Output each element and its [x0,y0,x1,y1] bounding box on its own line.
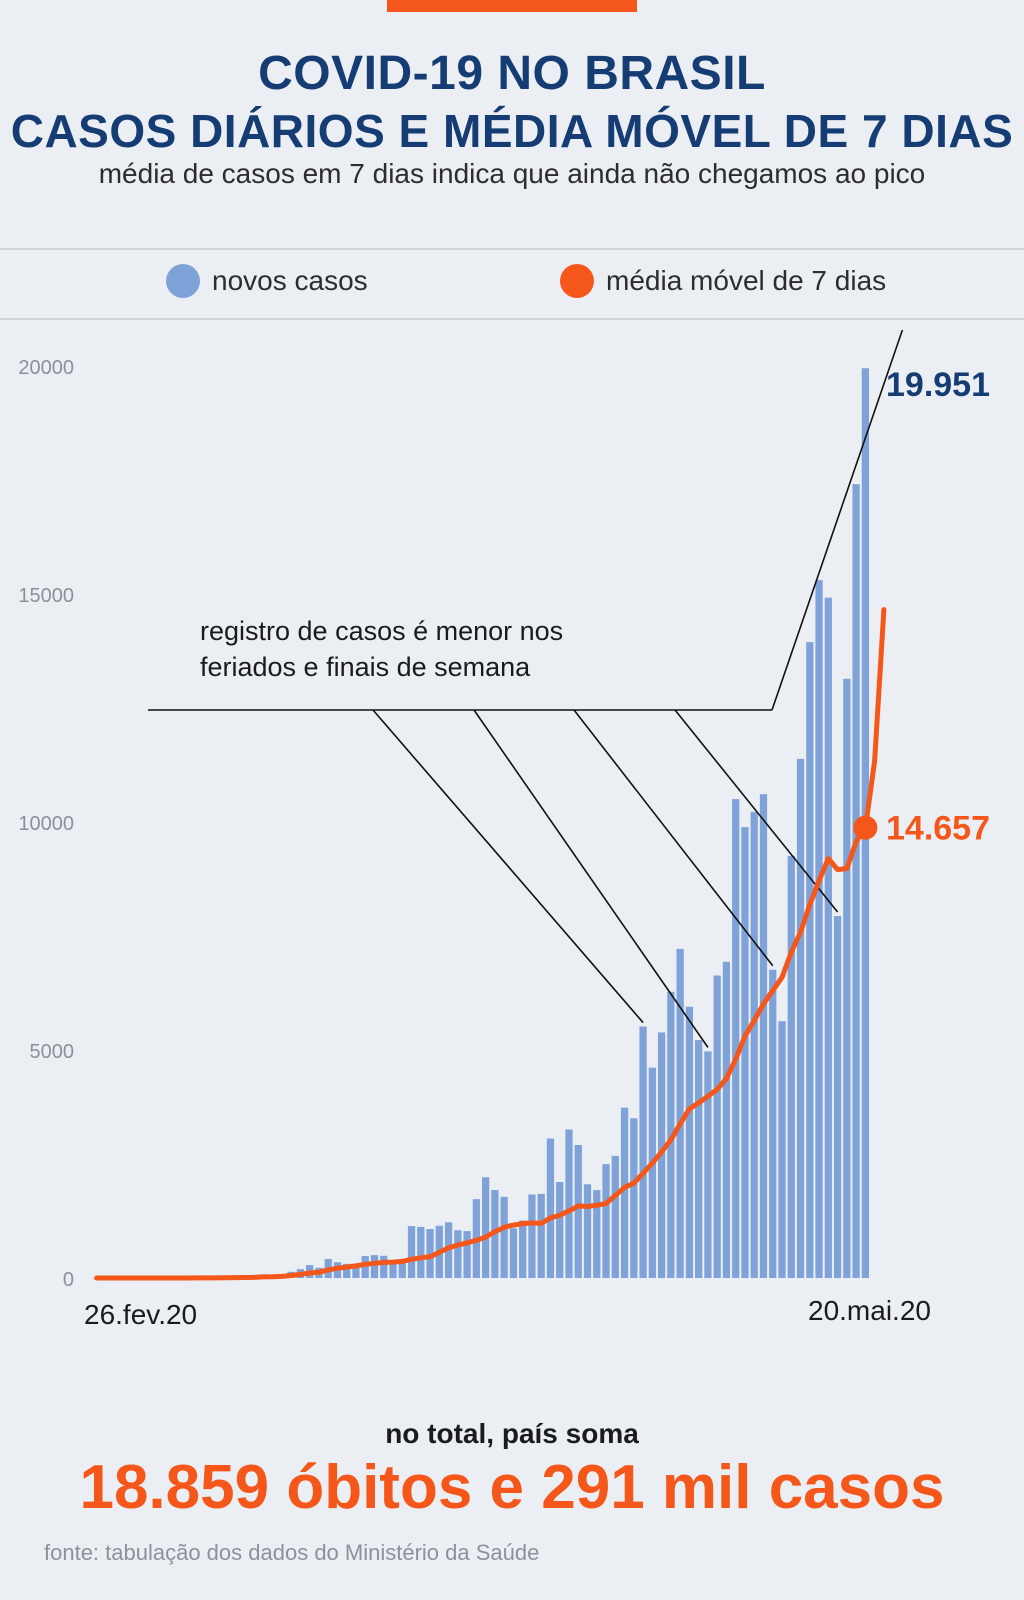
bar [426,1229,434,1278]
total-label: no total, país soma [385,1418,639,1449]
bar [574,1144,582,1278]
y-axis: 0 5000 10000 15000 20000 [18,357,74,1291]
bar [630,1118,638,1278]
chart-title-line2: CASOS DIÁRIOS E MÉDIA MÓVEL DE 7 DIAS [10,105,1014,157]
chart-labels: 19.951 14.657 26.fev.20 20.mai.20 [84,366,990,1330]
bar [815,580,823,1278]
bar [648,1067,656,1278]
bar [611,1155,619,1278]
chart-subtitle: média de casos em 7 dias indica que aind… [98,158,926,189]
bar [824,597,832,1278]
bar [509,1228,518,1278]
bar [639,1026,647,1278]
callout-pointer [674,709,839,913]
bar [843,678,851,1278]
bar [519,1220,527,1278]
chart-area: 0 5000 10000 15000 20000 registro de casos é… [18,330,990,1330]
bar [676,948,684,1278]
last-value-label: 19.951 [886,366,990,404]
legend-swatch-moving-average [560,264,594,298]
legend: novos casos média móvel de 7 dias [0,248,1024,320]
bar-series [93,368,869,1279]
bar [528,1194,536,1278]
bar [389,1261,397,1278]
bar [352,1267,360,1278]
bar [806,642,814,1278]
callout-pointer [372,709,644,1024]
bar [796,758,805,1278]
accent-bar [387,0,637,12]
bar [732,799,740,1278]
callout-text-line1: registro de casos é menor nos [200,616,563,646]
bar [685,1006,694,1278]
bar [787,855,795,1278]
bar [370,1255,379,1278]
y-tick-label: 15000 [18,585,74,607]
legend-item-new-cases: novos casos [166,264,368,298]
bar [741,827,749,1278]
bar [482,1177,490,1278]
source-note: fonte: tabulação dos dados do Ministério… [44,1540,540,1565]
moving-average-endpoint [853,815,878,840]
bar [833,916,842,1278]
legend-label-new-cases: novos casos [212,265,368,296]
bar [750,811,758,1278]
y-tick-label: 20000 [18,357,74,379]
y-tick-label: 10000 [18,813,74,835]
moving-average-series [94,607,887,1281]
bar [852,484,860,1278]
last-average-label: 14.657 [886,810,990,848]
bar [463,1231,471,1278]
weekend-callout: registro de casos é menor nos feriados e … [148,330,904,1048]
x-start-label: 26.fev.20 [84,1299,197,1330]
bar [667,991,675,1278]
bar [704,1051,712,1278]
bar [778,1021,786,1278]
x-end-label: 20.mai.20 [808,1295,931,1326]
callout-pointer [473,709,709,1048]
bar [454,1230,462,1278]
bar [417,1226,425,1278]
bar [759,794,768,1278]
bar [769,969,777,1278]
bar [565,1129,573,1278]
legend-item-moving-average: média móvel de 7 dias [560,264,886,298]
chart-title: COVID-19 NO BRASIL [258,47,766,100]
callout-pointer [771,330,904,711]
bar [380,1255,388,1278]
callout-pointer [573,709,774,967]
bar [343,1263,351,1278]
total-value: 18.859 óbitos e 291 mil casos [79,1453,945,1522]
bar [583,1184,592,1278]
legend-label-moving-average: média móvel de 7 dias [606,265,887,296]
bar [620,1107,629,1278]
bar [713,975,721,1278]
bar [407,1226,416,1278]
callout-text-line2: feriados e finais de semana [200,652,531,682]
bar [546,1138,555,1278]
bar [556,1182,564,1278]
y-tick-label: 5000 [30,1041,75,1063]
bar [361,1256,369,1278]
bar [500,1196,508,1278]
bar [602,1164,610,1278]
moving-average-line [94,607,887,1281]
bar [593,1190,601,1278]
bar [398,1263,406,1278]
bar [537,1193,545,1278]
bar [722,961,731,1278]
legend-swatch-new-cases [166,264,200,298]
bar [695,1040,703,1278]
y-tick-label: 0 [63,1269,74,1291]
